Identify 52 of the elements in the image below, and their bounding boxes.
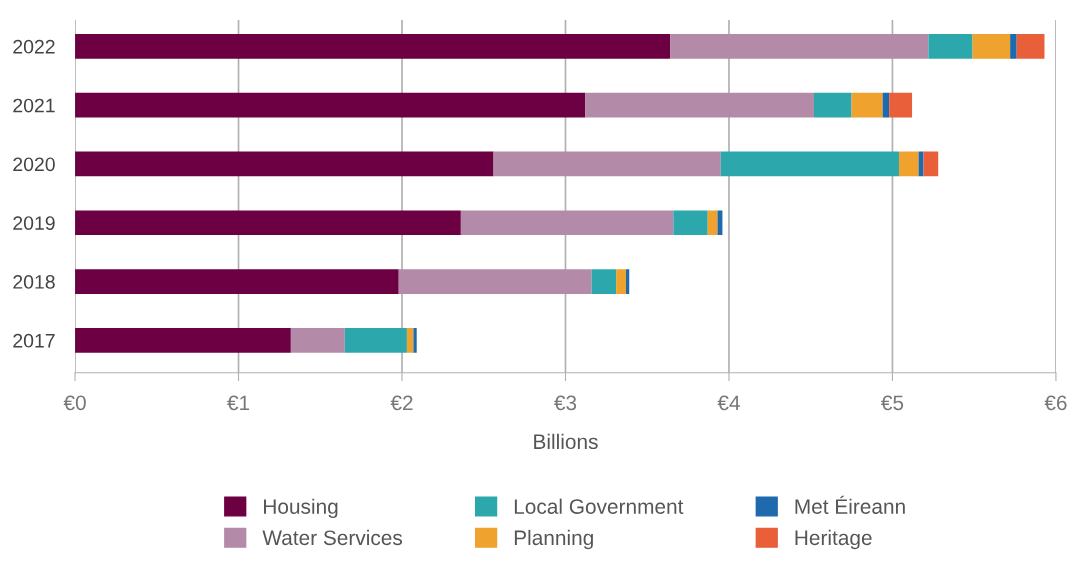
bar xyxy=(75,92,586,118)
bar xyxy=(398,269,592,294)
bar xyxy=(923,151,939,177)
bar xyxy=(882,92,890,118)
x-tick-label: €4 xyxy=(717,395,740,411)
bar xyxy=(413,328,417,353)
x-tick-label: €1 xyxy=(227,395,250,411)
y-tick-label: 2022 xyxy=(13,39,55,54)
bar xyxy=(290,328,345,353)
y-tick-label: 2017 xyxy=(13,333,55,348)
bar xyxy=(720,151,899,177)
bar xyxy=(707,210,718,236)
bar xyxy=(616,269,626,294)
legend-label: Met Éireann xyxy=(795,495,905,514)
x-tick-label: €2 xyxy=(390,395,413,411)
legend-label: Water Services xyxy=(262,529,403,546)
bar xyxy=(493,151,721,177)
x-tick-label: €3 xyxy=(554,395,577,411)
bar xyxy=(75,34,671,59)
bar xyxy=(1010,34,1017,59)
bar xyxy=(851,92,883,118)
bar xyxy=(972,34,1011,59)
legend-label: Planning xyxy=(514,529,593,550)
x-tick-label: €5 xyxy=(881,395,904,411)
bar xyxy=(344,328,407,353)
legend-label: Housing xyxy=(264,498,338,519)
bar xyxy=(585,92,814,118)
legend-label: Local Government xyxy=(514,498,684,514)
bar xyxy=(75,328,291,353)
bar xyxy=(460,210,674,236)
bar xyxy=(591,269,617,294)
bar xyxy=(75,151,494,177)
bar xyxy=(928,34,973,59)
bar xyxy=(813,92,852,118)
y-tick-label: 2018 xyxy=(13,275,55,289)
bar xyxy=(670,34,929,59)
x-axis-title: Billions xyxy=(534,433,598,450)
x-tick-label: €0 xyxy=(63,395,86,411)
bar xyxy=(889,92,913,118)
x-tick-label: €6 xyxy=(1044,395,1067,411)
bar xyxy=(1016,34,1045,59)
bar xyxy=(625,269,630,294)
y-tick-label: 2019 xyxy=(13,216,55,230)
bar xyxy=(918,151,924,177)
legend-label: Heritage xyxy=(795,529,872,550)
y-tick-label: 2021 xyxy=(13,98,55,113)
bar xyxy=(898,151,919,177)
bar xyxy=(75,269,399,294)
y-tick-label: 2020 xyxy=(13,157,55,172)
bar xyxy=(75,210,461,236)
bar xyxy=(406,328,414,353)
bar xyxy=(673,210,708,236)
